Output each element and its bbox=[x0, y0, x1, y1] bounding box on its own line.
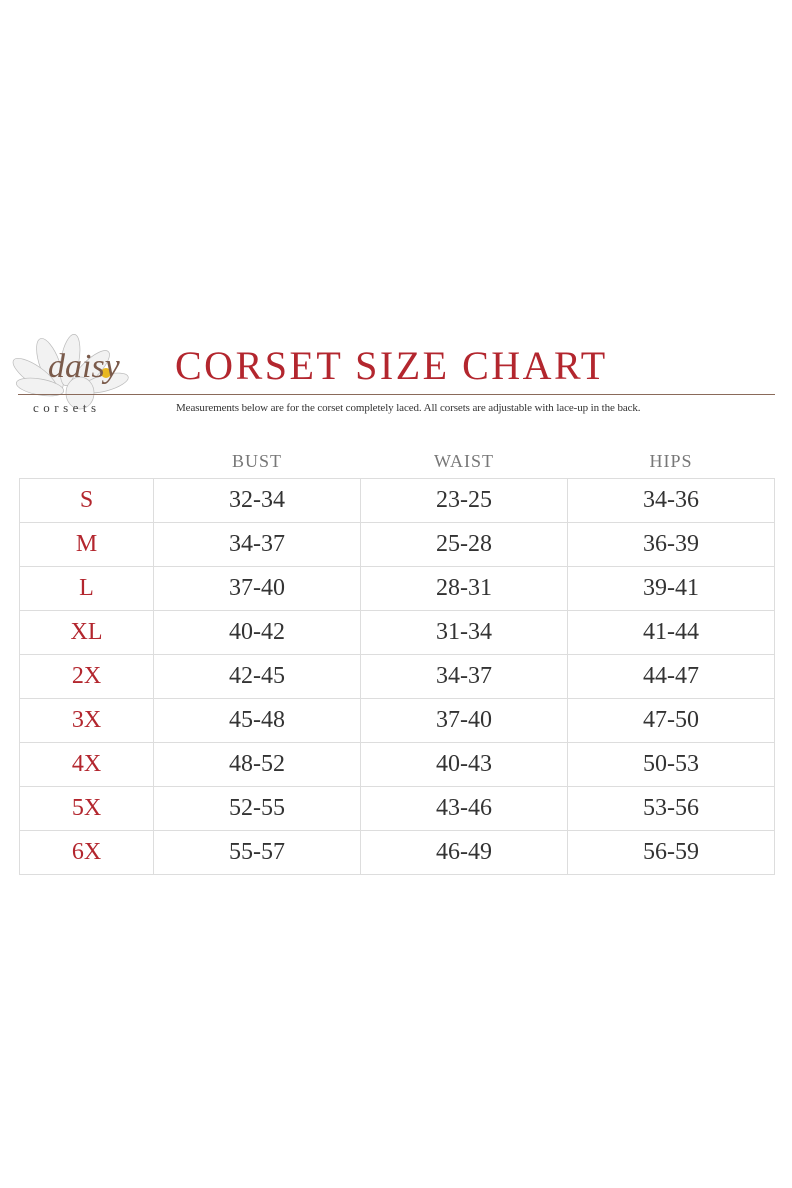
size-cell: S bbox=[20, 479, 154, 523]
table-row: L37-4028-3139-41 bbox=[20, 567, 775, 611]
size-cell: 4X bbox=[20, 743, 154, 787]
bust-cell: 48-52 bbox=[154, 743, 361, 787]
hips-cell: 50-53 bbox=[568, 743, 775, 787]
size-cell: 3X bbox=[20, 699, 154, 743]
hips-cell: 56-59 bbox=[568, 831, 775, 875]
hips-cell: 41-44 bbox=[568, 611, 775, 655]
table-row: 6X55-5746-4956-59 bbox=[20, 831, 775, 875]
bust-cell: 34-37 bbox=[154, 523, 361, 567]
waist-cell: 46-49 bbox=[361, 831, 568, 875]
size-cell: XL bbox=[20, 611, 154, 655]
bust-cell: 52-55 bbox=[154, 787, 361, 831]
table-row: 3X45-4837-4047-50 bbox=[20, 699, 775, 743]
column-header-bust: BUST bbox=[154, 444, 361, 479]
size-cell: 2X bbox=[20, 655, 154, 699]
page-subtitle: Measurements below are for the corset co… bbox=[176, 402, 640, 414]
waist-cell: 34-37 bbox=[361, 655, 568, 699]
hips-cell: 34-36 bbox=[568, 479, 775, 523]
column-header-waist: WAIST bbox=[361, 444, 568, 479]
table-row: 5X52-5543-4653-56 bbox=[20, 787, 775, 831]
hips-cell: 36-39 bbox=[568, 523, 775, 567]
waist-cell: 28-31 bbox=[361, 567, 568, 611]
table-row: 4X48-5240-4350-53 bbox=[20, 743, 775, 787]
bust-cell: 42-45 bbox=[154, 655, 361, 699]
logo-corsets-text: corsets bbox=[33, 400, 101, 416]
hips-cell: 44-47 bbox=[568, 655, 775, 699]
page-title: CORSET SIZE CHART bbox=[175, 346, 608, 386]
waist-cell: 25-28 bbox=[361, 523, 568, 567]
size-cell: 5X bbox=[20, 787, 154, 831]
table-row: S32-3423-2534-36 bbox=[20, 479, 775, 523]
bust-cell: 45-48 bbox=[154, 699, 361, 743]
waist-cell: 37-40 bbox=[361, 699, 568, 743]
size-chart-table: BUST WAIST HIPS S32-3423-2534-36M34-3725… bbox=[19, 444, 775, 875]
waist-cell: 23-25 bbox=[361, 479, 568, 523]
size-cell: M bbox=[20, 523, 154, 567]
size-cell: 6X bbox=[20, 831, 154, 875]
bust-cell: 32-34 bbox=[154, 479, 361, 523]
svg-text:daisy: daisy bbox=[48, 348, 121, 385]
column-header-hips: HIPS bbox=[568, 444, 775, 479]
waist-cell: 40-43 bbox=[361, 743, 568, 787]
table-header-row: BUST WAIST HIPS bbox=[20, 444, 775, 479]
header-divider bbox=[18, 394, 775, 395]
bust-cell: 55-57 bbox=[154, 831, 361, 875]
table-row: XL40-4231-3441-44 bbox=[20, 611, 775, 655]
table-row: 2X42-4534-3744-47 bbox=[20, 655, 775, 699]
table-row: M34-3725-2836-39 bbox=[20, 523, 775, 567]
column-header-size bbox=[20, 444, 154, 479]
waist-cell: 31-34 bbox=[361, 611, 568, 655]
size-cell: L bbox=[20, 567, 154, 611]
bust-cell: 40-42 bbox=[154, 611, 361, 655]
hips-cell: 53-56 bbox=[568, 787, 775, 831]
waist-cell: 43-46 bbox=[361, 787, 568, 831]
bust-cell: 37-40 bbox=[154, 567, 361, 611]
hips-cell: 39-41 bbox=[568, 567, 775, 611]
hips-cell: 47-50 bbox=[568, 699, 775, 743]
